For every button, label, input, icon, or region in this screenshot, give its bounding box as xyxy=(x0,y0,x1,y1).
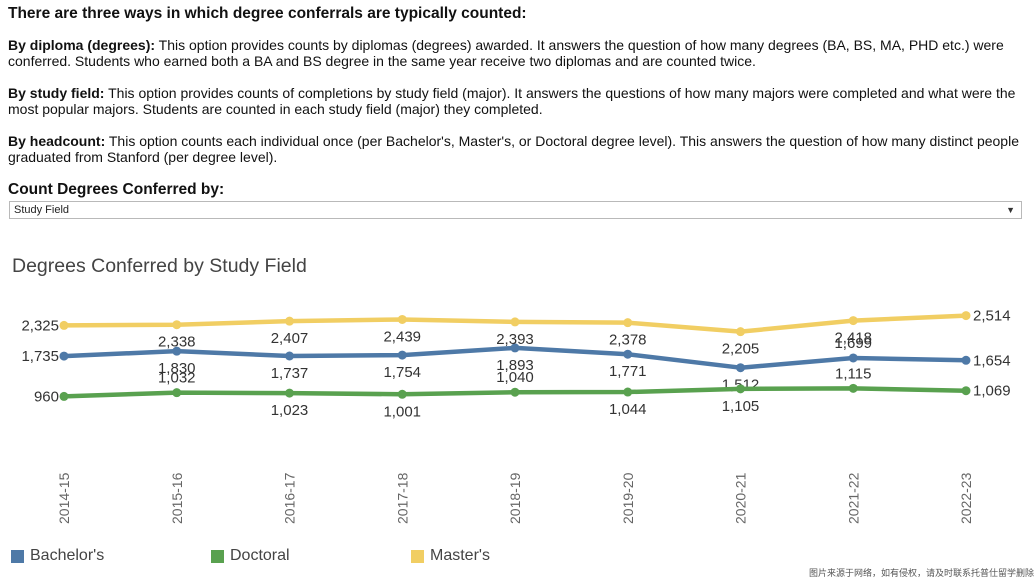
data-point-bachelor-s-2018-19[interactable] xyxy=(510,343,520,353)
x-tick-label-2014-15: 2014-15 xyxy=(56,472,72,524)
option-study-field: By study field: This option provides cou… xyxy=(8,85,1023,118)
legend-item-bachelors[interactable]: Bachelor's xyxy=(11,547,104,565)
data-point-master-s-2022-23[interactable] xyxy=(961,311,971,321)
data-label-master-s-2020-21: 2,205 xyxy=(722,341,760,358)
data-point-bachelor-s-2017-18[interactable] xyxy=(397,350,407,360)
data-point-doctoral-2017-18[interactable] xyxy=(397,389,407,399)
data-point-bachelor-s-2020-21[interactable] xyxy=(736,363,745,373)
count-by-selected-value: Study Field xyxy=(14,204,70,216)
data-label-master-s-2022-23: 2,514 xyxy=(973,308,1011,325)
data-label-master-s-2021-22: 2,418 xyxy=(834,330,872,347)
data-point-doctoral-2015-16[interactable] xyxy=(172,388,182,398)
option-headcount-name: By headcount: xyxy=(8,132,106,149)
data-label-master-s-2016-17: 2,407 xyxy=(271,330,309,347)
data-label-master-s-2019-20: 2,378 xyxy=(609,332,647,349)
chevron-down-icon[interactable]: ▼ xyxy=(1006,205,1015,215)
data-point-doctoral-2014-15[interactable] xyxy=(59,391,69,401)
option-headcount-text: This option counts each individual once … xyxy=(8,132,1019,166)
data-label-doctoral-2016-17: 1,023 xyxy=(271,402,309,419)
data-label-bachelor-s-2021-22: 1,699 xyxy=(834,335,872,352)
intro-section: There are three ways in which degree con… xyxy=(8,5,1023,181)
data-point-bachelor-s-2022-23[interactable] xyxy=(961,355,971,365)
count-by-label: Count Degrees Conferred by: xyxy=(8,181,225,198)
legend-label-bachelors: Bachelor's xyxy=(30,547,105,564)
data-point-master-s-2021-22[interactable] xyxy=(848,316,858,326)
data-label-master-s-2018-19: 2,393 xyxy=(496,331,534,348)
chart-title: Degrees Conferred by Study Field xyxy=(12,255,307,277)
option-study-field-name: By study field: xyxy=(8,84,105,101)
x-tick-label-2020-21: 2020-21 xyxy=(733,472,749,524)
x-tick-label-2021-22: 2021-22 xyxy=(845,472,861,524)
x-tick-label-2022-23: 2022-23 xyxy=(958,472,974,524)
data-point-master-s-2014-15[interactable] xyxy=(59,320,69,330)
data-label-doctoral-2019-20: 1,044 xyxy=(609,401,647,418)
data-label-bachelor-s-2017-18: 1,754 xyxy=(383,364,421,381)
data-label-bachelor-s-2016-17: 1,737 xyxy=(271,365,309,382)
data-point-master-s-2019-20[interactable] xyxy=(623,318,633,328)
data-label-bachelor-s-2022-23: 1,654 xyxy=(973,352,1011,369)
data-label-bachelor-s-2019-20: 1,771 xyxy=(609,363,647,380)
data-label-master-s-2014-15: 2,325 xyxy=(21,317,59,334)
legend-item-masters[interactable]: Master's xyxy=(411,547,490,565)
option-headcount: By headcount: This option counts each in… xyxy=(8,133,1023,166)
data-label-doctoral-2022-23: 1,069 xyxy=(973,383,1011,400)
legend-label-doctoral: Doctoral xyxy=(230,547,290,564)
data-point-master-s-2017-18[interactable] xyxy=(397,314,407,324)
line-chart: 1,7351,8301,7371,7541,8931,7711,5121,699… xyxy=(21,308,1011,524)
data-label-doctoral-2020-21: 1,105 xyxy=(722,398,760,415)
data-point-doctoral-2020-21[interactable] xyxy=(736,384,745,394)
intro-heading: There are three ways in which degree con… xyxy=(8,5,527,22)
data-label-doctoral-2021-22: 1,115 xyxy=(835,365,871,382)
data-label-doctoral-2014-15: 960 xyxy=(34,388,59,405)
data-label-bachelor-s-2015-16: 1,830 xyxy=(158,360,196,377)
data-label-bachelor-s-2014-15: 1,735 xyxy=(21,348,59,365)
data-label-doctoral-2017-18: 1,001 xyxy=(383,403,421,420)
x-tick-label-2015-16: 2015-16 xyxy=(169,472,185,524)
data-point-bachelor-s-2014-15[interactable] xyxy=(59,351,69,361)
option-diploma: By diploma (degrees): This option provid… xyxy=(8,37,1023,70)
data-point-master-s-2015-16[interactable] xyxy=(172,320,182,330)
x-tick-label-2019-20: 2019-20 xyxy=(620,472,636,524)
data-label-doctoral-2018-19: 1,040 xyxy=(496,369,534,386)
data-label-master-s-2015-16: 2,338 xyxy=(158,334,196,351)
data-point-bachelor-s-2021-22[interactable] xyxy=(848,353,858,363)
option-diploma-text: This option provides counts by diplomas … xyxy=(8,36,1004,70)
data-point-doctoral-2021-22[interactable] xyxy=(848,383,858,393)
legend-swatch-doctoral xyxy=(211,549,224,563)
data-point-master-s-2020-21[interactable] xyxy=(736,327,745,337)
data-point-bachelor-s-2019-20[interactable] xyxy=(623,349,633,359)
x-tick-label-2018-19: 2018-19 xyxy=(507,472,523,524)
legend-item-doctoral[interactable]: Doctoral xyxy=(211,547,290,565)
data-point-doctoral-2016-17[interactable] xyxy=(285,388,294,398)
data-point-master-s-2016-17[interactable] xyxy=(285,316,294,326)
data-point-bachelor-s-2015-16[interactable] xyxy=(172,346,182,356)
data-point-doctoral-2019-20[interactable] xyxy=(623,387,633,397)
legend-swatch-masters xyxy=(411,549,424,563)
option-study-field-text: This option provides counts of completio… xyxy=(8,84,1016,118)
legend-swatch-bachelors xyxy=(11,549,24,563)
data-label-bachelor-s-2018-19: 1,893 xyxy=(496,357,534,374)
x-tick-label-2017-18: 2017-18 xyxy=(394,472,410,524)
option-diploma-name: By diploma (degrees): xyxy=(8,36,156,53)
data-point-doctoral-2022-23[interactable] xyxy=(961,386,971,396)
x-tick-label-2016-17: 2016-17 xyxy=(282,472,298,524)
count-by-select[interactable]: Study Field ▼ xyxy=(9,201,1022,219)
data-point-bachelor-s-2016-17[interactable] xyxy=(285,351,294,361)
data-label-master-s-2017-18: 2,439 xyxy=(383,328,421,345)
data-point-doctoral-2018-19[interactable] xyxy=(510,387,520,397)
data-label-doctoral-2015-16: 1,032 xyxy=(158,370,196,387)
legend-label-masters: Master's xyxy=(430,547,490,564)
data-point-master-s-2018-19[interactable] xyxy=(510,317,520,327)
watermark-text: 图片来源于网络，如有侵权，请及时联系托普仕留学删除 xyxy=(808,568,1034,578)
